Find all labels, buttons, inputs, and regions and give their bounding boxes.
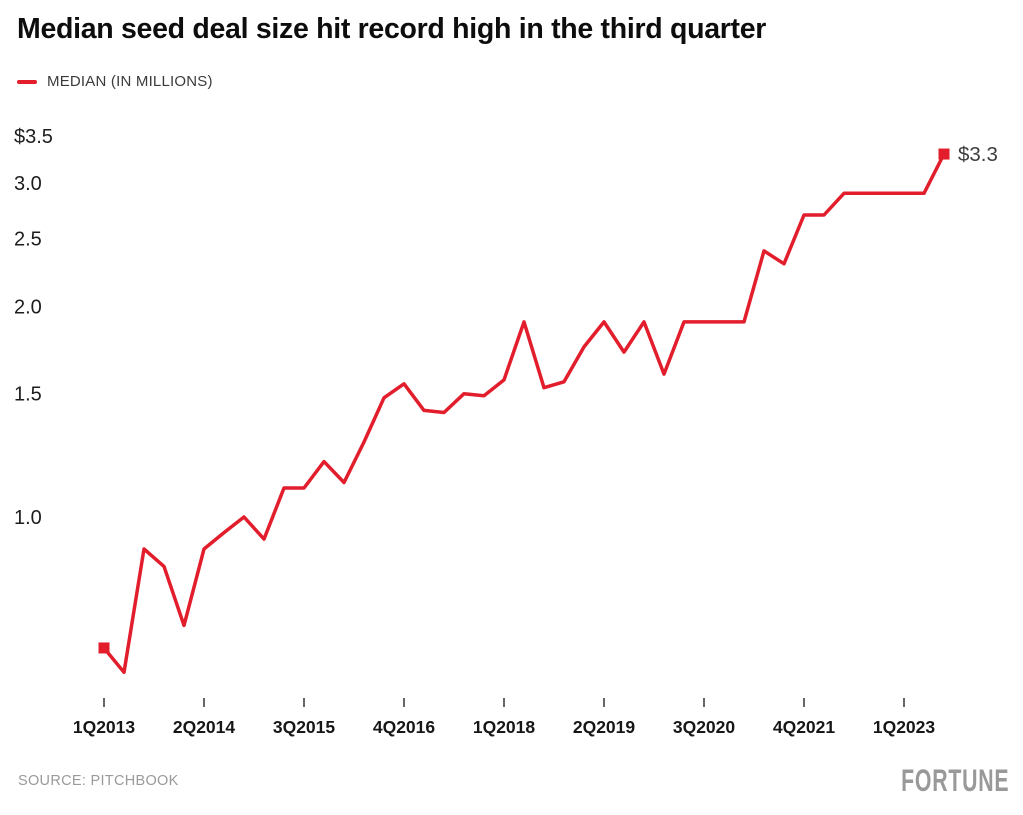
y-axis-label: 3.0 [14, 173, 42, 195]
y-axis-label: 2.5 [14, 228, 42, 250]
chart-title: Median seed deal size hit record high in… [17, 13, 767, 45]
x-axis-label: 1Q2018 [473, 717, 536, 737]
y-axis-label: 2.0 [14, 296, 42, 318]
x-axis-label: 2Q2019 [573, 717, 636, 737]
legend: MEDIAN (IN MILLIONS) [17, 73, 213, 90]
x-axis-label: 3Q2015 [273, 717, 336, 737]
x-axis-label: 1Q2023 [873, 717, 936, 737]
x-axis-label: 3Q2020 [673, 717, 736, 737]
x-axis-label: 4Q2016 [373, 717, 436, 737]
x-axis-label: 1Q2013 [73, 717, 136, 737]
start-point-marker [98, 642, 110, 654]
end-value-label: $3.3 [958, 143, 998, 166]
y-axis-label: 1.0 [14, 507, 42, 529]
end-point-marker [938, 148, 950, 160]
legend-label: MEDIAN (IN MILLIONS) [47, 73, 213, 90]
y-axis-label: 1.5 [14, 384, 42, 406]
x-axis-label: 2Q2014 [173, 717, 236, 737]
y-axis-label: $3.5 [14, 126, 53, 148]
median-line-series [102, 152, 946, 675]
legend-line-icon [17, 79, 37, 84]
source-label: SOURCE: PITCHBOOK [18, 773, 179, 789]
x-axis-label: 4Q2021 [773, 717, 836, 737]
fortune-logo: FORTUNE [900, 763, 1009, 798]
